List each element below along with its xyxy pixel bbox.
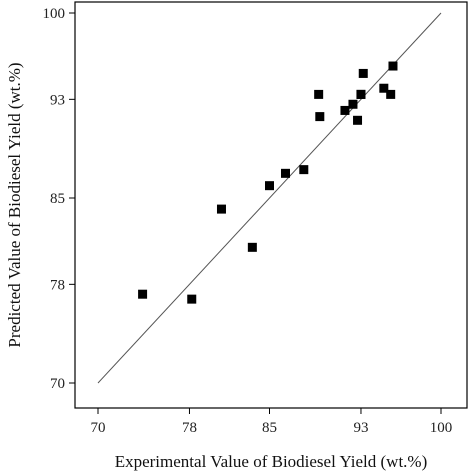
data-point: [216, 204, 226, 214]
y-axis-ticks: 70 78 85 93 100: [43, 6, 75, 392]
data-point: [388, 61, 398, 71]
x-tick-label: 85: [262, 420, 277, 436]
data-point: [299, 165, 309, 175]
y-tick-label: 93: [50, 92, 65, 108]
x-tick-label: 70: [91, 420, 106, 436]
reference-line: [97, 12, 442, 384]
data-point: [281, 168, 291, 178]
data-point: [247, 242, 257, 252]
y-tick-label: 78: [50, 277, 65, 293]
data-point: [265, 181, 274, 191]
x-axis-label: Experimental Value of Biodiesel Yield (w…: [115, 452, 428, 471]
y-axis-label: Predicted Value of Biodiesel Yield (wt.%…: [5, 62, 24, 347]
data-point: [314, 89, 324, 99]
data-point: [379, 83, 389, 93]
x-axis-ticks: 70 78 85 93 100: [91, 408, 453, 436]
data-point: [356, 89, 366, 99]
x-tick-label: 93: [353, 420, 368, 436]
x-tick-label: 78: [182, 420, 197, 436]
data-points: [138, 61, 398, 304]
y-tick-label: 70: [50, 376, 65, 392]
data-point: [340, 105, 350, 115]
plot-frame: [74, 1, 468, 409]
x-tick-label: 100: [430, 420, 453, 436]
data-point: [315, 112, 325, 122]
y-tick-label: 100: [43, 6, 66, 22]
data-point: [187, 294, 197, 304]
data-point: [358, 68, 368, 78]
data-point: [386, 89, 396, 99]
data-point: [138, 289, 148, 299]
data-point: [348, 99, 358, 109]
data-point: [353, 115, 363, 125]
y-tick-label: 85: [50, 191, 65, 207]
